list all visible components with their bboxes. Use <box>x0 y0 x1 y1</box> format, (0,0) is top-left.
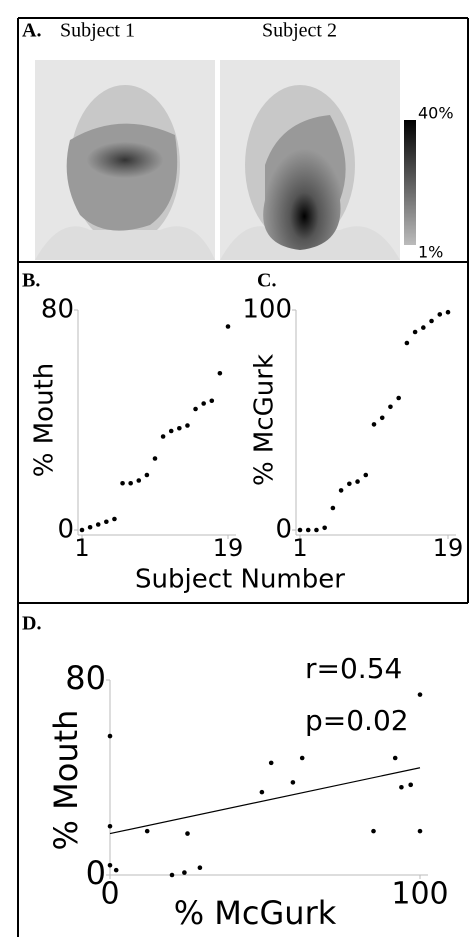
point <box>217 370 223 376</box>
point <box>412 329 418 335</box>
point <box>363 472 369 478</box>
panel-title: Subject 1 <box>60 20 135 42</box>
point <box>417 692 423 697</box>
point <box>330 505 336 511</box>
point <box>113 867 119 873</box>
panel-label: C. <box>257 270 276 292</box>
y-axis-label: % Mouth <box>47 710 85 851</box>
point <box>290 780 296 785</box>
y-tick-label: 100 <box>242 295 292 325</box>
x-tick-label: 19 <box>213 534 244 562</box>
point <box>128 480 133 486</box>
point <box>314 527 319 533</box>
panel-title: Subject 2 <box>262 20 337 42</box>
point <box>152 456 158 461</box>
x-tick-label: 1 <box>292 534 307 562</box>
point <box>87 524 93 530</box>
point <box>120 480 125 486</box>
y-tick-label: 80 <box>41 295 74 325</box>
point <box>95 522 101 527</box>
point <box>371 422 377 427</box>
point <box>355 479 360 484</box>
point <box>399 784 404 790</box>
point <box>169 872 175 878</box>
point <box>197 865 203 870</box>
y-tick-label: 80 <box>65 659 106 697</box>
frame <box>17 17 469 937</box>
point <box>259 789 265 795</box>
x-tick-label: 100 <box>391 877 448 912</box>
x-tick-label: 0 <box>100 877 119 912</box>
point <box>182 870 187 875</box>
point <box>201 401 206 406</box>
colorbar-tick-label: 1% <box>418 243 443 262</box>
x-axis-label: % McGurk <box>174 894 337 932</box>
point <box>185 831 190 836</box>
point <box>392 755 398 761</box>
point <box>160 434 166 439</box>
point <box>136 478 142 483</box>
point <box>371 828 376 834</box>
panel-label: D. <box>22 613 41 635</box>
colorbar <box>404 120 416 245</box>
point <box>338 488 344 493</box>
point <box>305 527 311 533</box>
x-tick-label: 19 <box>433 534 464 562</box>
y-axis-label: % Mouth <box>30 363 60 477</box>
point <box>104 519 109 525</box>
point <box>299 755 305 761</box>
point <box>193 406 198 412</box>
point <box>168 428 174 434</box>
annotation: r=0.54 <box>305 652 402 685</box>
point <box>209 398 215 404</box>
point <box>144 828 150 834</box>
point <box>107 823 113 829</box>
point <box>445 309 451 315</box>
x-axis-label: Subject Number <box>135 565 345 595</box>
y-tick-label: 0 <box>86 854 106 892</box>
fit-line <box>109 767 421 835</box>
point <box>379 415 385 421</box>
point <box>421 325 426 330</box>
point <box>185 423 190 428</box>
y-axis-label: % McGurk <box>250 354 280 486</box>
point <box>322 525 327 531</box>
annotation: p=0.02 <box>305 704 409 737</box>
point <box>79 527 85 533</box>
point <box>107 862 113 868</box>
x-tick-label: 1 <box>74 534 89 562</box>
point <box>107 733 113 739</box>
panel-label: B. <box>22 270 40 292</box>
point <box>417 828 423 834</box>
point <box>144 472 150 478</box>
point <box>388 404 393 410</box>
point <box>347 481 352 487</box>
colorbar-tick-label: 40% <box>418 104 454 123</box>
point <box>177 425 182 431</box>
y-tick-label: 0 <box>275 515 292 545</box>
point <box>408 782 414 788</box>
y-tick-label: 0 <box>57 515 74 545</box>
point <box>112 516 117 522</box>
point <box>396 395 401 401</box>
point <box>297 527 303 533</box>
point <box>429 318 434 324</box>
panel-label: A. <box>22 20 41 42</box>
point <box>437 312 443 317</box>
faces <box>35 60 400 260</box>
point <box>404 340 410 346</box>
point <box>225 324 231 329</box>
point <box>268 760 274 766</box>
